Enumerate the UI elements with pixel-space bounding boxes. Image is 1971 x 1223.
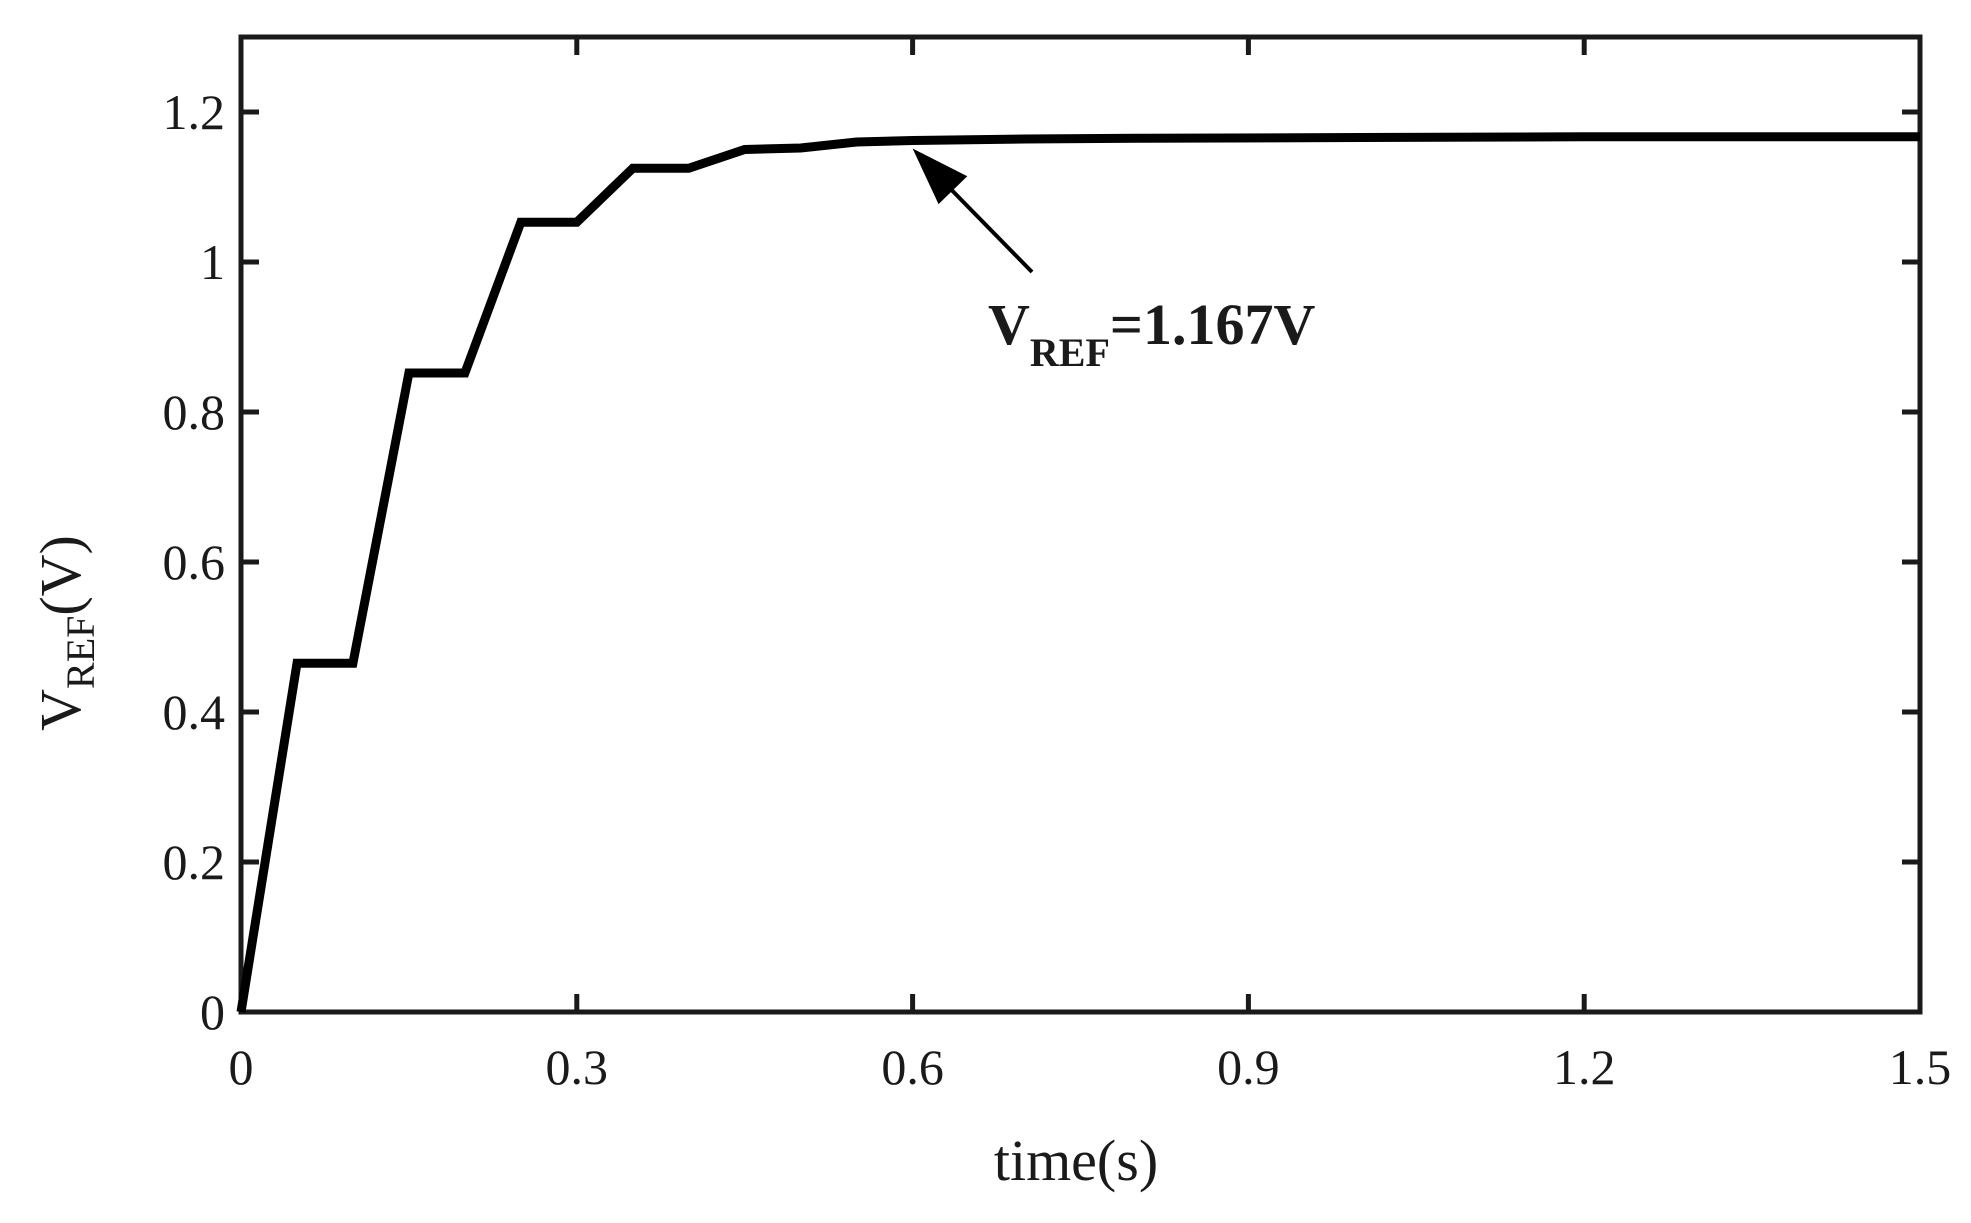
y-tick-label: 0.8 [163, 384, 226, 440]
svg-text:VREF(V): VREF(V) [28, 535, 103, 731]
y-axis-title-unit: (V) [28, 535, 93, 616]
vref-annotation-label: VREF=1.167V [988, 292, 1315, 375]
x-tick-label: 0.3 [546, 1039, 609, 1095]
plot-frame [238, 34, 1923, 1015]
annotation-sub: REF [1030, 330, 1110, 375]
x-tick-label: 0.9 [1217, 1039, 1280, 1095]
y-tick-label: 0 [200, 984, 225, 1040]
y-tick-label: 1 [200, 234, 225, 290]
x-axis-title: time(s) [994, 1128, 1158, 1193]
y-axis-title: VREF(V) [28, 535, 103, 731]
x-tick-label: 0.6 [881, 1039, 944, 1095]
annotation-main: V [988, 292, 1030, 357]
y-tick-label: 1.2 [163, 84, 226, 140]
y-tick-label: 0.2 [163, 834, 226, 890]
x-tick-label: 0 [229, 1039, 254, 1095]
y-axis-title-main: V [28, 689, 93, 731]
y-tick-label: 0.6 [163, 534, 226, 590]
vref-series-line [236, 132, 1920, 1013]
y-axis-title-sub: REF [58, 616, 103, 689]
annotation-rest: =1.167V [1110, 292, 1316, 357]
annotation-arrow-head [912, 148, 968, 205]
x-tick-label: 1.2 [1553, 1039, 1616, 1095]
y-tick-label: 0.4 [163, 684, 226, 740]
x-tick-label: 1.5 [1889, 1039, 1952, 1095]
